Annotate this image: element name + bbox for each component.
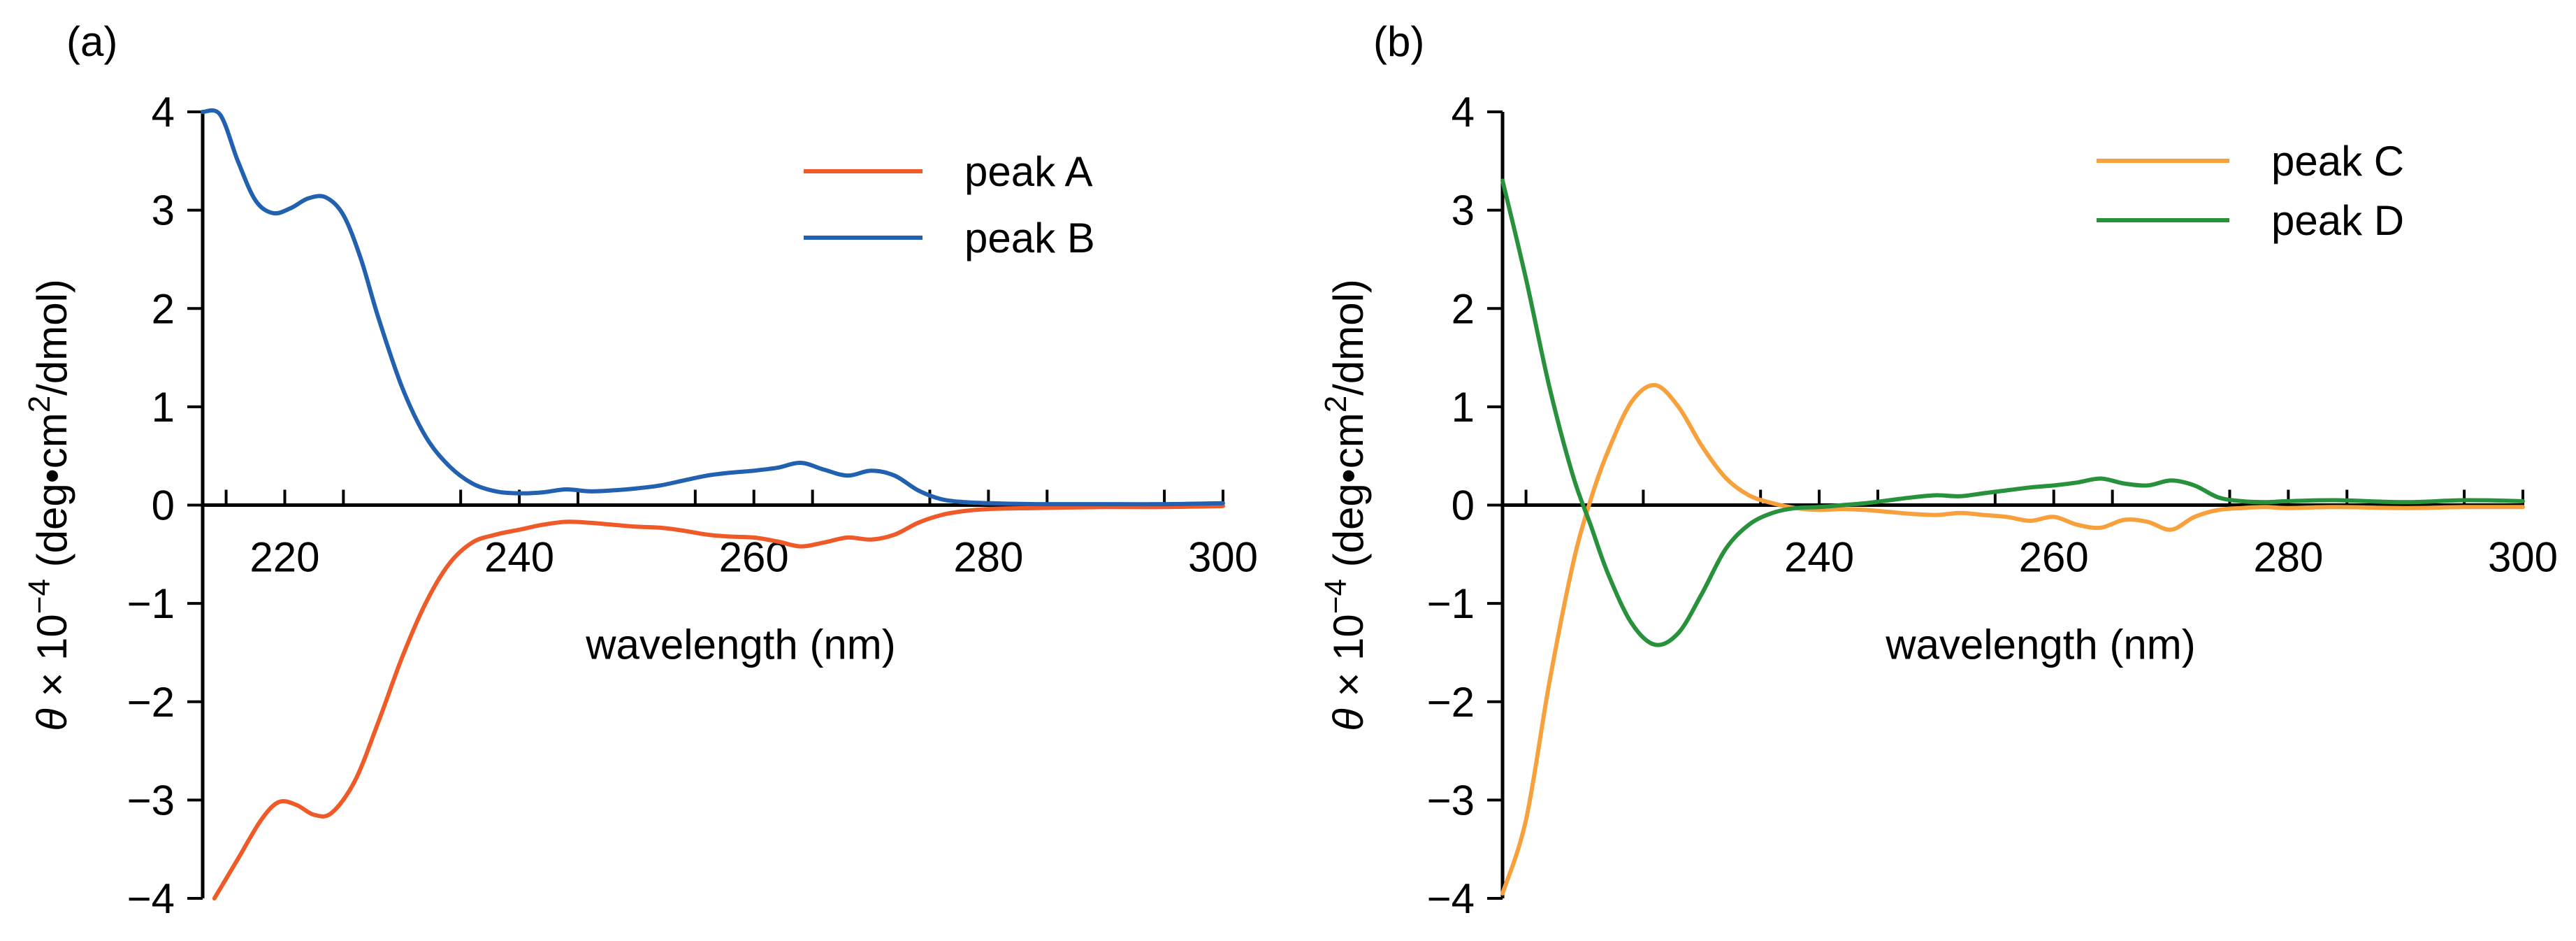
y-tick-label: 4	[152, 89, 175, 136]
y-tick-label: −4	[1427, 875, 1475, 922]
legend-label-peak-b: peak B	[964, 215, 1095, 261]
y-tick-label: 4	[1452, 89, 1475, 136]
y-tick-label: 2	[152, 285, 175, 332]
y-tick-label: 1	[152, 384, 175, 431]
y-tick-label: 2	[1452, 285, 1475, 332]
legend-label-peak-d: peak D	[2271, 197, 2404, 244]
x-axis-label: wavelength (nm)	[585, 622, 896, 668]
y-tick-label: −2	[127, 679, 175, 726]
x-tick-label: 300	[2488, 534, 2558, 581]
panel-label: (a)	[66, 18, 117, 65]
y-tick-label: 3	[1452, 187, 1475, 234]
y-tick-label: −1	[1427, 580, 1475, 627]
series-line-peak-c	[1500, 382, 2525, 896]
y-tick-label: 1	[1452, 384, 1475, 431]
x-tick-label: 280	[953, 534, 1023, 581]
legend-label-peak-a: peak A	[964, 148, 1093, 195]
legend-label-peak-c: peak C	[2271, 138, 2404, 185]
x-tick-label: 240	[484, 534, 554, 581]
panel-b: (b) −4 −3 −2 −1 0 1 2 3 4 240 260 280 300 wavelength (…	[1319, 18, 2558, 922]
x-tick-label: 220	[249, 534, 319, 581]
series-line-peak-b	[201, 108, 1225, 507]
y-tick-label: −3	[1427, 777, 1475, 824]
y-tick-label: −3	[127, 777, 175, 824]
x-axis-label: wavelength (nm)	[1885, 622, 2196, 668]
y-tick-label: −4	[127, 875, 175, 922]
series-line-peak-a	[212, 503, 1225, 900]
y-axis-label: θ × 10−4 (deg•cm2/dmol)	[1319, 279, 1372, 731]
y-axis-label: θ × 10−4 (deg•cm2/dmol)	[22, 279, 75, 731]
y-tick-label: −1	[127, 580, 175, 627]
x-tick-label: 260	[2019, 534, 2089, 581]
series-line-peak-d	[1500, 178, 2525, 647]
x-tick-label: 300	[1188, 534, 1258, 581]
y-tick-label: 3	[152, 187, 175, 234]
y-tick-label: 0	[1452, 482, 1475, 529]
panel-label: (b)	[1373, 18, 1424, 65]
x-tick-label: 240	[1784, 534, 1854, 581]
y-tick-label: 0	[152, 482, 175, 529]
x-tick-label: 280	[2253, 534, 2323, 581]
y-tick-label: −2	[1427, 679, 1475, 726]
